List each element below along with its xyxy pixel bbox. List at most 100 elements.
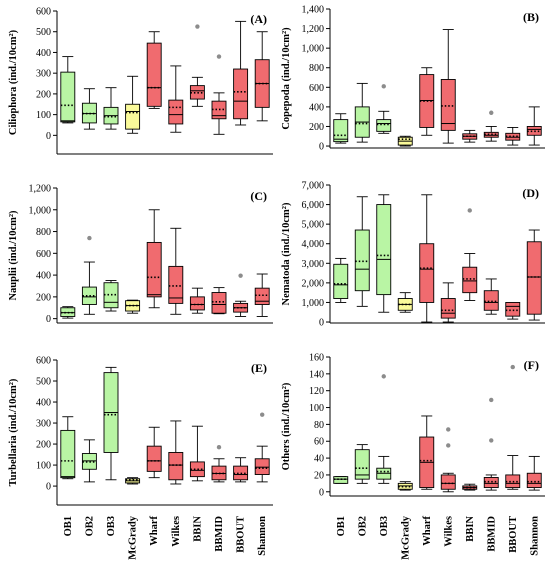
box-OB3 (376, 84, 392, 134)
box-OB2 (81, 235, 97, 315)
box-iqr (354, 229, 370, 292)
panel-4: 0 1,000 2,000 3,000 4,000 5,000 6,000 7,000 Nema… (281, 181, 545, 329)
box-Shannon (526, 106, 542, 146)
x-category-label: Wilkes (171, 516, 182, 547)
box-McGrady (397, 135, 413, 147)
x-category-label: McGrady (400, 515, 411, 559)
box-BBMID (483, 110, 499, 142)
x-category-label: Wilkes (443, 516, 454, 547)
box-iqr (440, 298, 456, 319)
y-tick-label: 5,000 (302, 220, 325, 231)
y-axis-label: Copepoda (ind./10cm²) (281, 27, 292, 130)
x-category-label: OB3 (379, 516, 390, 536)
box-OB2 (81, 439, 97, 483)
box-OB2 (354, 196, 370, 307)
box-iqr (333, 476, 349, 484)
outlier-point (238, 273, 243, 278)
box-iqr (233, 68, 249, 120)
box-OB1 (60, 56, 76, 124)
box-iqr (483, 477, 499, 489)
y-tick-label: 0 (319, 142, 324, 153)
panel-label: (A) (250, 12, 267, 26)
y-axis-label: Nematoda (ind./10cm²) (281, 202, 292, 305)
x-category-label: OB1 (63, 516, 74, 536)
box-iqr (505, 301, 521, 317)
box-Wharf (146, 209, 162, 309)
y-tick-label: 200 (36, 89, 51, 100)
y-tick-label: 400 (36, 398, 51, 409)
box-OB3 (103, 87, 119, 130)
panel-label: (C) (250, 189, 267, 203)
y-tick-label: 80 (314, 420, 324, 431)
box-Wilkes (168, 227, 184, 315)
y-tick-label: 500 (36, 377, 51, 388)
x-category-label: OB2 (84, 516, 95, 536)
x-category-label: BBOUT (236, 516, 247, 553)
y-tick-label: 400 (36, 271, 51, 282)
y-tick-label: 1,400 (302, 5, 325, 16)
y-tick-label: 1,200 (302, 24, 325, 35)
x-category-label: BBIN (465, 516, 476, 542)
box-McGrady (397, 481, 413, 491)
y-axis-label: Turbellaria (ind./10cm²) (8, 378, 19, 486)
box-iqr (440, 474, 456, 490)
box-BBOUT (505, 364, 521, 490)
outlier-point (216, 54, 222, 59)
box-Wharf (146, 426, 162, 479)
y-tick-label: 800 (36, 227, 51, 238)
box-BBIN (462, 483, 478, 491)
x-category-label: BBIN (192, 516, 203, 542)
outlier-point (195, 24, 200, 29)
box-iqr (125, 103, 141, 130)
y-tick-label: 3,000 (302, 259, 325, 270)
outlier-point (446, 443, 451, 448)
outlier-point (260, 412, 265, 417)
x-category-label: OB2 (357, 516, 368, 536)
box-Wilkes (440, 427, 456, 493)
outlier-point (489, 438, 494, 443)
box-BBIN (189, 287, 205, 314)
box-BBMID (483, 278, 499, 315)
box-Shannon (254, 412, 270, 483)
y-tick-label: 6,000 (302, 200, 325, 211)
panel-1: 0 100 200 300 400 500 600 Ciliophora (ind./10cm… (8, 7, 273, 155)
y-tick-label: 600 (36, 249, 51, 260)
x-category-label: OB3 (106, 516, 117, 536)
outlier-point (216, 445, 222, 450)
y-tick-label: 100 (36, 461, 51, 472)
box-iqr (146, 445, 162, 472)
box-McGrady (125, 75, 141, 134)
y-tick-label: 100 (36, 110, 51, 121)
box-McGrady (125, 477, 141, 485)
y-axis-label: Nauplii (ind./10cm²) (8, 210, 19, 301)
box-iqr (168, 452, 184, 481)
panel-2: 0 200 400 600 800 1,000 1,200 1,400 Copepoda (in… (281, 5, 545, 153)
y-tick-label: 200 (36, 292, 51, 303)
box-BBIN (189, 24, 205, 107)
y-tick-label: 7,000 (302, 181, 325, 192)
x-category-label: BBMID (486, 516, 497, 552)
box-OB3 (376, 374, 392, 484)
y-tick-label: 200 (309, 122, 324, 133)
box-iqr (254, 458, 270, 475)
box-BBMID (211, 445, 227, 483)
box-BBOUT (233, 273, 249, 317)
box-OB3 (376, 194, 392, 313)
outlier-point (87, 235, 92, 241)
y-axis-label: Others (ind./10cm²) (281, 382, 292, 470)
y-tick-label: 0 (46, 314, 51, 325)
y-tick-label: 1,000 (302, 298, 325, 309)
x-category-label: BBMID (214, 516, 225, 552)
box-OB1 (60, 306, 76, 319)
box-OB3 (103, 366, 119, 481)
panel-label: (F) (524, 358, 539, 372)
x-category-label: Shannon (257, 516, 268, 556)
box-iqr (333, 119, 349, 143)
box-McGrady (125, 299, 141, 314)
box-iqr (146, 241, 162, 298)
box-iqr (146, 42, 162, 107)
box-OB2 (354, 444, 370, 484)
x-category-label: Wharf (422, 516, 433, 546)
panel-5: 0 100 200 300 400 500 600 Turbellaria (ind./10c… (8, 356, 273, 506)
